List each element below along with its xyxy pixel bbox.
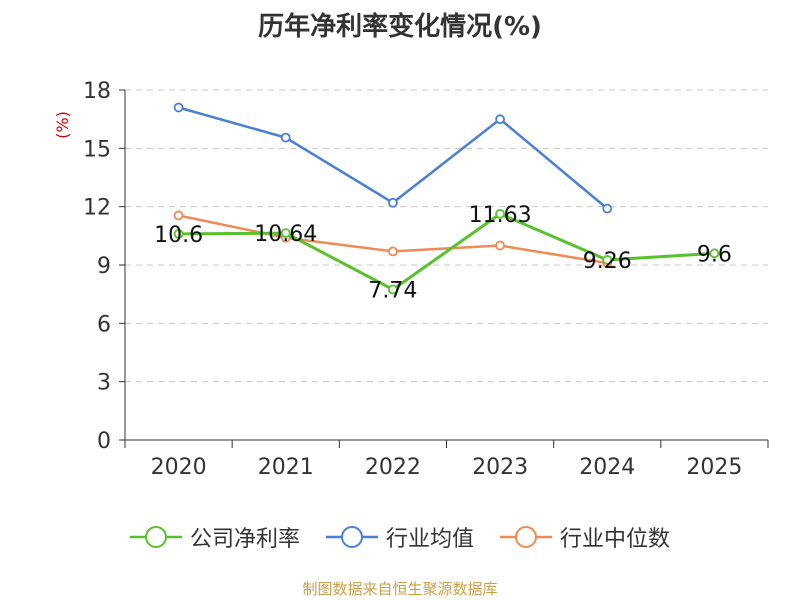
x-tick-label: 2025	[686, 455, 742, 480]
legend-swatch-icon	[325, 526, 378, 548]
legend-swatch-icon	[129, 526, 182, 548]
data-point	[495, 114, 505, 125]
data-label: 11.63	[469, 203, 532, 228]
axis-layer: 0 3 6 9 12 15 18 2020 2021 2022 2023 2024 2025	[83, 79, 769, 480]
x-tick-label: 2021	[258, 455, 314, 480]
data-label: 9.6	[697, 242, 732, 267]
data-label: 10.64	[254, 222, 317, 247]
data-point	[388, 197, 398, 208]
legend-label: 行业均值	[385, 527, 474, 552]
data-point	[280, 228, 291, 239]
legend-swatch-icon	[500, 526, 552, 548]
source-note: 制图数据来自恒生聚源数据库	[302, 580, 498, 598]
y-tick-label: 18	[83, 79, 111, 104]
legend-item-industry-median[interactable]: 行业中位数	[500, 521, 670, 553]
y-tick-label: 9	[97, 254, 111, 279]
x-tick-label: 2022	[365, 455, 421, 480]
legend-label: 行业中位数	[560, 527, 671, 552]
y-tick-label: 15	[83, 137, 111, 162]
series-layer	[173, 102, 720, 295]
data-point	[173, 210, 184, 221]
y-tick-label: 0	[97, 429, 111, 454]
data-point	[495, 240, 505, 251]
y-tick-label: 6	[97, 312, 111, 337]
data-point	[602, 203, 613, 214]
legend-item-industry-mean[interactable]: 行业均值	[325, 521, 474, 553]
chart-legend: 公司净利率 行业均值 行业中位数	[0, 520, 800, 554]
y-tick-label: 3	[97, 371, 111, 396]
data-label: 9.26	[583, 249, 632, 274]
data-point	[388, 246, 398, 257]
data-point	[709, 248, 720, 259]
data-point	[173, 102, 184, 113]
data-label-layer: 10.6 10.64 7.74 11.63 9.26 9.6	[154, 203, 732, 304]
data-point	[388, 284, 398, 295]
series-line	[178, 106, 609, 210]
x-tick-label: 2024	[579, 455, 635, 480]
data-label: 7.74	[368, 279, 417, 304]
series-line	[178, 212, 715, 291]
y-tick-label: 12	[83, 196, 111, 221]
data-point	[173, 228, 184, 239]
data-label: 10.6	[154, 223, 203, 248]
legend-item-company-net-margin[interactable]: 公司净利率	[129, 521, 300, 553]
legend-label: 公司净利率	[189, 527, 300, 552]
x-tick-label: 2023	[472, 455, 528, 480]
data-point	[495, 208, 505, 219]
data-point	[602, 255, 613, 265]
grid-layer	[125, 89, 768, 383]
y-axis-label: (%)	[53, 111, 72, 139]
x-tick-label: 2020	[151, 455, 207, 480]
data-point	[280, 132, 291, 143]
chart-title: 历年净利率变化情况(%)	[258, 12, 542, 42]
